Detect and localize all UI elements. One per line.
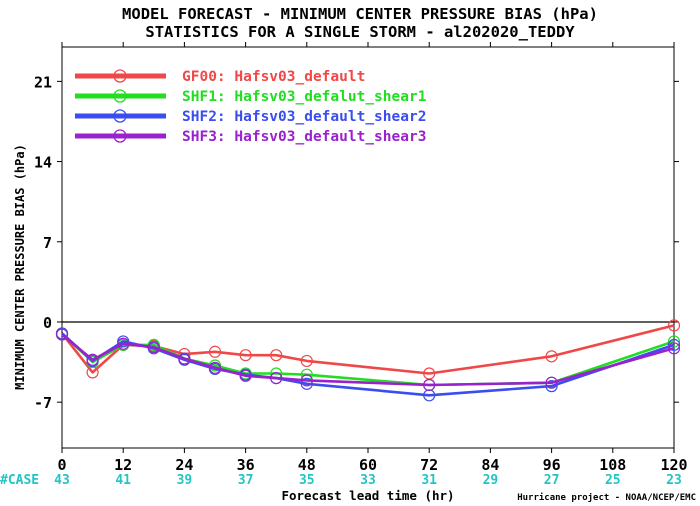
x-tick-label: 72 — [420, 456, 438, 474]
plot-frame — [61, 46, 675, 449]
x-tick-label: 60 — [359, 456, 377, 474]
legend-marker — [113, 109, 127, 123]
y-tick-label: 0 — [43, 314, 52, 332]
legend: GF00: Hafsv03_default SHF1: Hafsv03_defal… — [75, 69, 427, 145]
series-3 — [55, 327, 681, 402]
x-tick-label: 108 — [599, 456, 626, 474]
case-count: 31 — [421, 473, 437, 488]
data-point — [178, 352, 191, 365]
x-tick-label: 12 — [114, 456, 132, 474]
x-axis-label: Forecast lead time (hr) — [281, 488, 454, 503]
y-tick-label: 14 — [34, 154, 52, 172]
case-count: 39 — [177, 473, 193, 488]
x-tick-label: 0 — [57, 456, 66, 474]
x-tick-label: 96 — [543, 456, 561, 474]
data-point — [667, 335, 681, 348]
data-point — [117, 337, 130, 350]
series-line — [60, 324, 675, 375]
case-count: 27 — [544, 473, 560, 488]
legend-item: SHF2: Hafsv03_default_shear2 — [75, 109, 426, 125]
data-point — [667, 319, 681, 332]
chart-subtitle: STATISTICS FOR A SINGLE STORM - al202020… — [145, 23, 575, 41]
case-count: 23 — [666, 473, 682, 488]
chart-title: MODEL FORECAST - MINIMUM CENTER PRESSURE… — [122, 5, 598, 23]
data-point — [270, 372, 283, 385]
data-point — [55, 328, 69, 341]
series-4 — [55, 328, 681, 392]
data-point — [239, 369, 252, 382]
data-point — [147, 341, 160, 354]
case-count: 43 — [54, 473, 70, 488]
legend-label: SHF2: Hafsv03_default_shear2 — [182, 109, 426, 125]
data-point — [208, 361, 222, 374]
legend-marker — [113, 129, 127, 143]
legend-marker — [113, 89, 127, 103]
legend-label: GF00: Hafsv03_default — [182, 69, 365, 85]
data-point — [208, 345, 222, 358]
data-point — [545, 350, 558, 363]
data-point — [667, 342, 681, 355]
footer-credit: Hurricane project - NOAA/NCEP/EMC — [517, 492, 696, 503]
case-count: 33 — [360, 473, 376, 488]
y-axis: -7 0 7 14 21 — [34, 73, 679, 412]
x-tick-label: 36 — [237, 456, 255, 474]
x-tick-label: 84 — [481, 456, 499, 474]
legend-label: SHF1: Hafsv03_defalut_shear1 — [182, 89, 427, 105]
data-point — [300, 377, 313, 390]
data-point — [300, 374, 313, 387]
data-point — [270, 349, 283, 362]
data-point — [667, 338, 681, 351]
data-point — [86, 353, 99, 366]
data-point — [239, 349, 252, 362]
series-2 — [55, 327, 681, 392]
x-tick-label: 24 — [175, 456, 193, 474]
plot-area — [55, 319, 681, 402]
data-point — [545, 380, 558, 393]
y-tick-label: 21 — [34, 73, 52, 91]
case-count: 29 — [483, 473, 499, 488]
case-count: 41 — [115, 473, 131, 488]
data-point — [423, 378, 436, 392]
data-point — [545, 376, 558, 389]
y-tick-label: -7 — [34, 394, 52, 412]
case-counts: 43 41 39 37 35 33 31 29 27 25 23 — [54, 473, 682, 488]
legend-item: SHF3: Hafsv03_default_shear3 — [75, 129, 426, 145]
case-label: #CASE — [0, 473, 39, 488]
legend-item: SHF1: Hafsv03_defalut_shear1 — [75, 89, 427, 105]
data-point — [423, 389, 436, 402]
case-count: 25 — [605, 473, 621, 488]
y-axis-label: MINIMUM CENTER PRESSURE BIAS (hPa) — [13, 144, 27, 390]
case-count: 37 — [238, 473, 254, 488]
x-axis: 0 12 24 36 48 60 72 84 96 108 120 — [57, 42, 688, 474]
y-tick-label: 7 — [43, 234, 52, 252]
case-count: 35 — [299, 473, 315, 488]
legend-marker — [113, 69, 127, 83]
legend-label: SHF3: Hafsv03_default_shear3 — [182, 129, 426, 145]
x-tick-label: 120 — [660, 456, 687, 474]
data-point — [300, 354, 313, 368]
x-tick-label: 48 — [298, 456, 316, 474]
legend-item: GF00: Hafsv03_default — [75, 69, 365, 85]
